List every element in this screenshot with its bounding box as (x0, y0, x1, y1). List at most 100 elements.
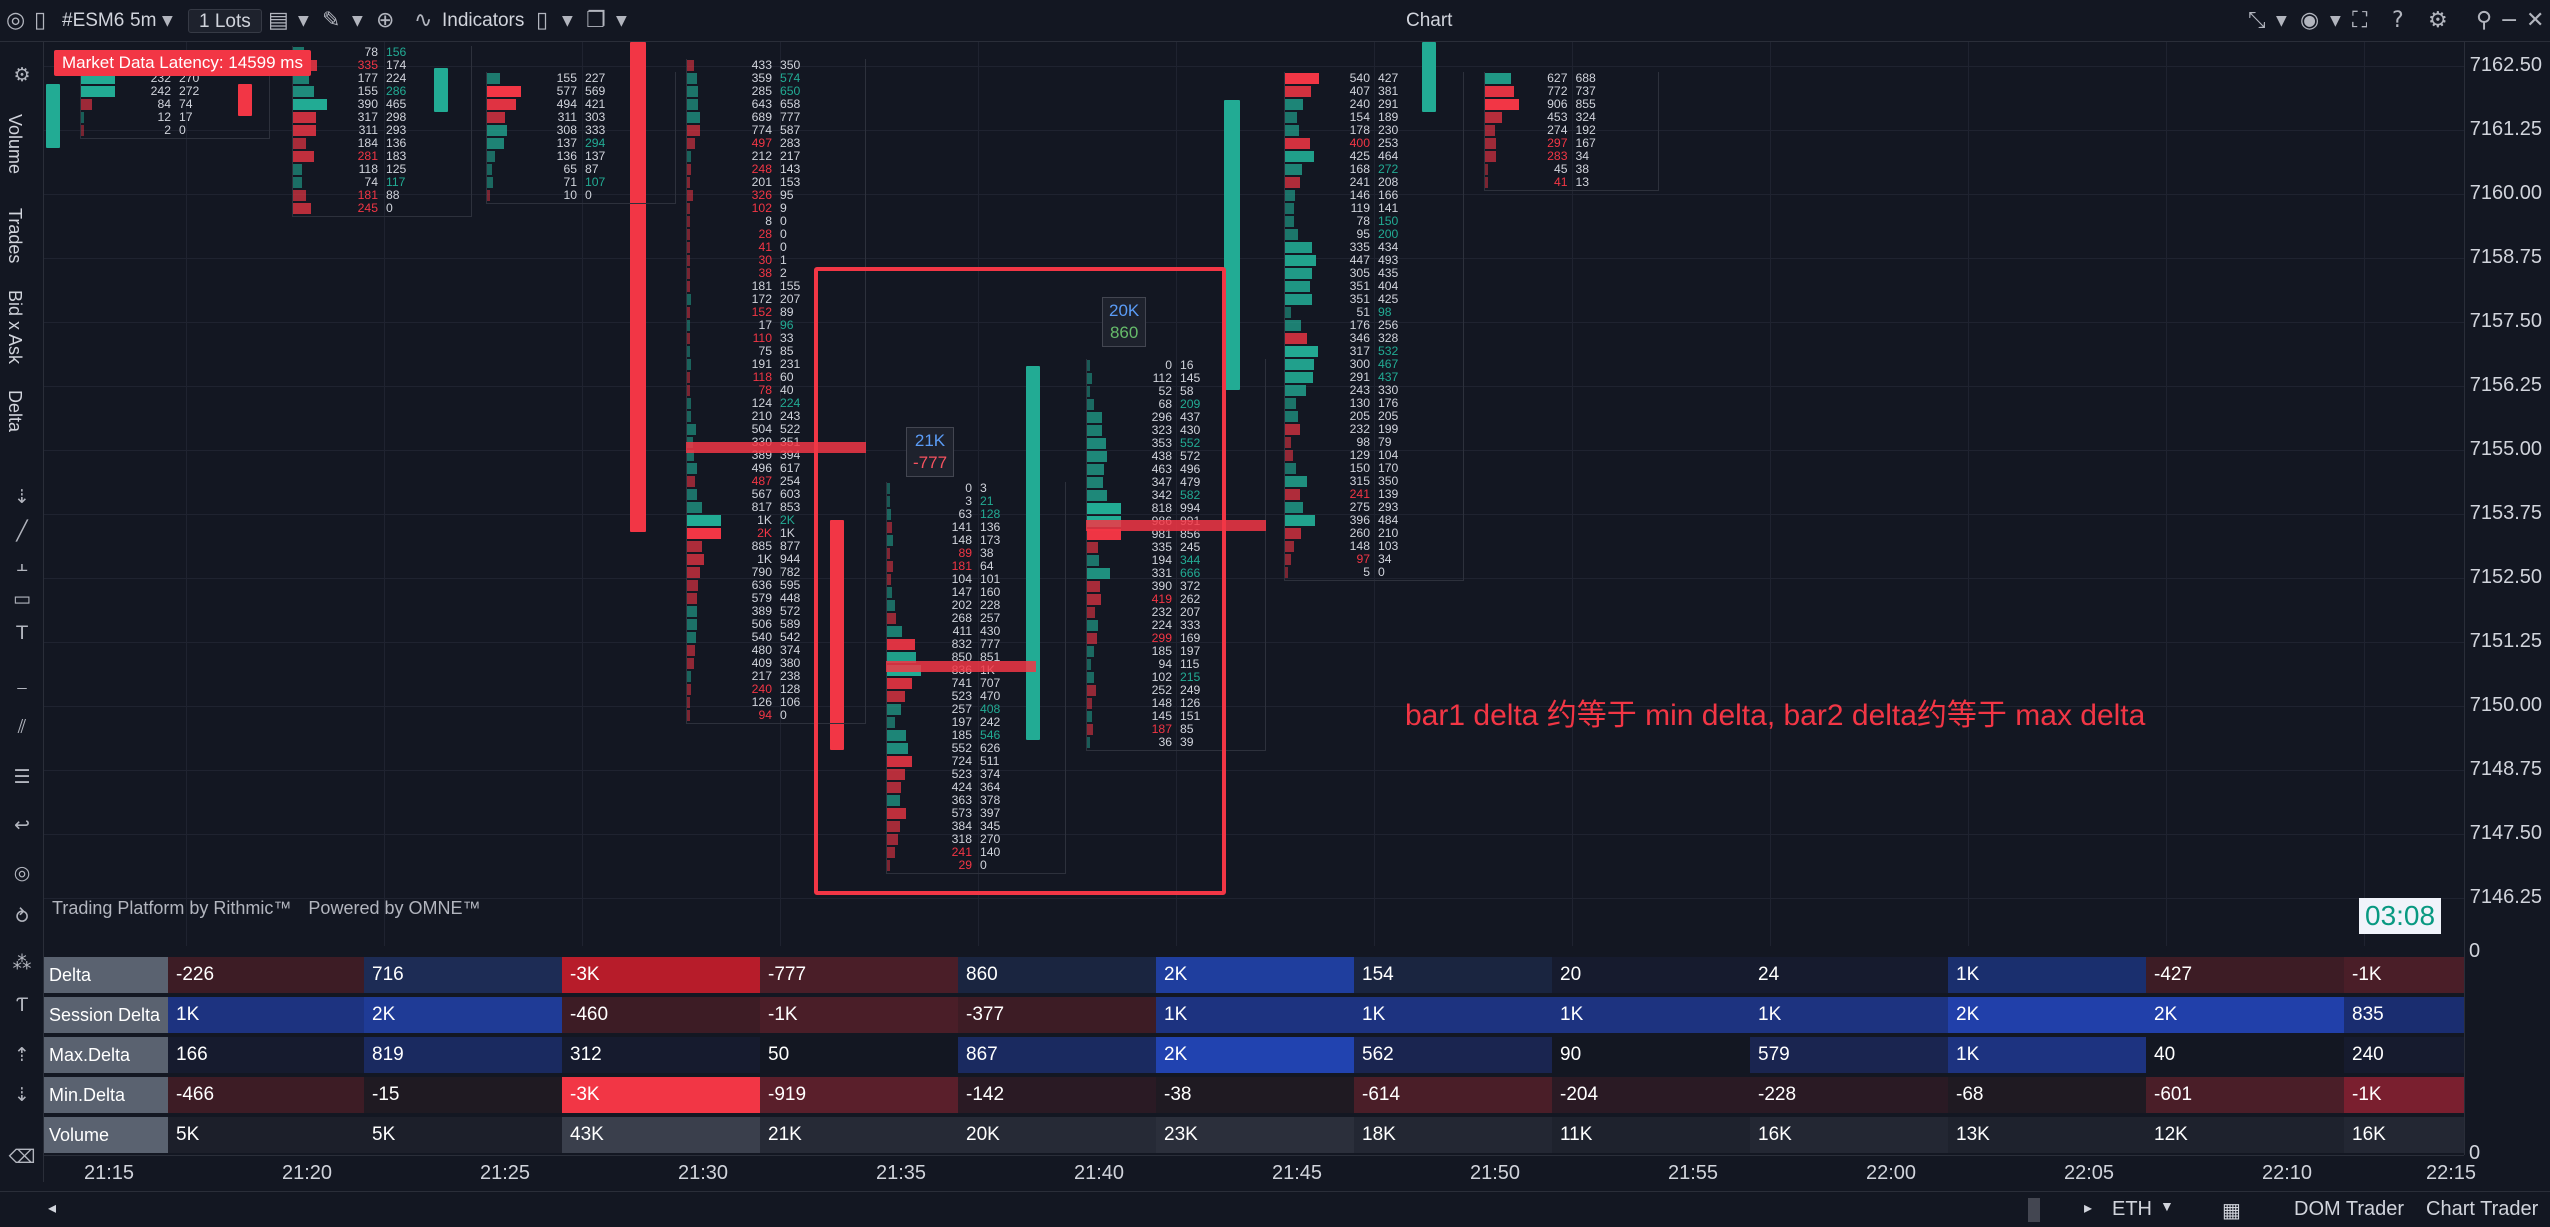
footprint-row: 2K 1K (687, 527, 865, 540)
chevron-down-icon[interactable]: ▼ (2276, 13, 2287, 29)
footprint-bar[interactable]: 433 350 359 574 285 650 643 658 689 777 774 587 497 2… (686, 59, 866, 724)
settings-icon[interactable]: ⚙ (13, 64, 31, 86)
bid-volume: 148 (1349, 539, 1370, 553)
footprint-bar[interactable]: 0 3 3 21 63 128 141 136 148 173 89 38 181 64 104 101 147… (886, 482, 1066, 874)
price-axis[interactable]: 7162.50 7161.25 7160.00 7158.75 7157.50 7156.… (2464, 42, 2550, 1164)
horizontal-line-icon[interactable]: ⎯ (17, 676, 27, 698)
calendar-icon[interactable]: ▦ (2222, 1200, 2241, 1222)
bid-volume: 129 (1349, 448, 1370, 462)
help-icon[interactable]: ? (2392, 8, 2404, 33)
bid-volume: 184 (357, 136, 378, 150)
volume-toggle[interactable]: Volume (5, 114, 25, 175)
footprint-row: 248 143 (687, 163, 865, 176)
ask-volume: 117 (386, 175, 406, 189)
volume-histogram-bar (487, 177, 493, 188)
sort-down-icon[interactable]: ⇣ (14, 1084, 30, 1106)
lots-button[interactable]: 1 Lots (188, 9, 262, 33)
volume-histogram-bar (687, 424, 696, 435)
collapse-icon[interactable]: ⤡ (2248, 8, 2266, 33)
footprint-row: 241 140 (887, 846, 1065, 859)
volume-histogram-bar (487, 112, 505, 123)
fib-icon[interactable]: ⫠ (16, 554, 28, 576)
chevron-down-icon[interactable]: ▼ (616, 13, 627, 29)
footprint-row: 351 404 (1285, 280, 1463, 293)
footprint-row: 480 374 (687, 644, 865, 657)
text-icon[interactable]: T (16, 622, 28, 644)
volume-histogram-bar (887, 548, 890, 559)
group-icon[interactable]: ⁂ (12, 952, 32, 974)
rectangle-icon[interactable]: ▭ (13, 588, 31, 610)
layout-icon[interactable]: ❐ (586, 8, 606, 33)
chevron-down-icon[interactable]: ▼ (162, 13, 173, 29)
eraser-icon[interactable]: ⌫ (8, 1146, 36, 1168)
volume-histogram-bar (687, 411, 691, 422)
timeframe-selector[interactable]: 5m (130, 10, 157, 31)
target-icon[interactable]: ◎ (13, 862, 31, 884)
scroll-right-icon[interactable]: ▸ (2084, 1200, 2093, 1217)
pin-icon[interactable]: ⚲ (2476, 8, 2493, 33)
footprint-bar[interactable]: 78 156 335 174 177 224 155 286 390 465 317 298 311 29… (292, 46, 472, 217)
indicators-button[interactable]: Indicators (442, 10, 525, 31)
bid-ask-toggle[interactable]: Bid x Ask (5, 290, 25, 365)
chevron-down-icon[interactable]: ▼ (562, 13, 573, 29)
text-tool-icon[interactable]: Ƭ (16, 994, 28, 1016)
ask-volume: 34 (1575, 149, 1590, 163)
table-cell: -15 (364, 1077, 562, 1113)
symbol-panel-icon[interactable]: ▯ (34, 8, 47, 33)
scroll-thumb[interactable] (2028, 1198, 2040, 1222)
trades-toggle[interactable]: Trades (5, 208, 25, 264)
volume-histogram-bar (1285, 463, 1296, 474)
footprint-bar[interactable]: 627 688 772 737 906 855 453 324 274 192 297 167 283 3… (1484, 72, 1659, 191)
volume-histogram-bar (1087, 373, 1092, 384)
delta-toggle[interactable]: Delta (5, 390, 25, 433)
cursor-icon[interactable]: ⇣ (14, 486, 30, 508)
ask-volume: 205 (1378, 409, 1399, 423)
ask-volume: 60 (780, 370, 794, 384)
sort-up-icon[interactable]: ⇡ (14, 1044, 30, 1066)
camera-icon[interactable]: ◉ (2300, 8, 2320, 33)
scroll-left-icon[interactable]: ◂ (48, 1200, 57, 1217)
dom-trader-button[interactable]: DOM Trader (2294, 1198, 2405, 1220)
symbol-selector[interactable]: #ESM6 (62, 10, 125, 31)
trend-line-icon[interactable]: ╱ (16, 520, 28, 542)
time-axis[interactable]: 21:15 21:20 21:25 21:30 21:35 21:40 21:45 21:50… (44, 1155, 2476, 1191)
minimize-icon[interactable]: − (2500, 8, 2519, 33)
chart-trader-button[interactable]: Chart Trader (2426, 1198, 2539, 1220)
drawing-pen-icon[interactable]: ✎ (322, 8, 341, 33)
chevron-down-icon[interactable]: ▼ (2330, 13, 2341, 29)
footprint-bar[interactable]: 540 427 407 381 240 291 154 189 178 230 400 253 425 4… (1284, 72, 1464, 581)
pattern-icon[interactable]: ⥁ (15, 906, 29, 928)
chevron-down-icon[interactable]: ▼ (298, 13, 309, 29)
volume-histogram-bar (1285, 255, 1316, 266)
ask-volume: 464 (1378, 149, 1399, 163)
chevron-down-icon[interactable]: ▼ (352, 13, 363, 29)
session-selector[interactable]: ETH (2112, 1198, 2152, 1220)
bid-volume: 181 (357, 188, 378, 202)
volume-histogram-bar (1087, 451, 1107, 462)
footprint-chart[interactable]: 1661892322702422728474121720781563351741… (44, 42, 2464, 946)
footprint-row: 447 493 (1285, 254, 1463, 267)
volume-histogram-bar (1485, 151, 1496, 162)
volume-histogram-bar (687, 606, 697, 617)
bid-volume: 102 (751, 201, 772, 215)
settings-icon[interactable]: ⚙ (2428, 8, 2448, 33)
table-cell: 11K (1552, 1117, 1750, 1153)
bid-volume: 297 (1547, 136, 1568, 150)
chart-type-icon[interactable]: ▤ (268, 8, 289, 33)
brush-icon[interactable]: ↩ (14, 814, 30, 836)
levels-icon[interactable]: ☰ (13, 766, 31, 788)
grid-line-horizontal (44, 130, 2464, 131)
channel-icon[interactable]: ⫽ (17, 716, 27, 738)
close-icon[interactable]: ✕ (2526, 8, 2545, 33)
fullscreen-icon[interactable]: ⛶ (2352, 8, 2368, 33)
table-cell: 18K (1354, 1117, 1552, 1153)
footprint-bar[interactable]: 155 227 577 569 494 421 311 303 308 333 137 294 136 1… (486, 72, 676, 204)
ask-volume: 199 (1378, 422, 1399, 436)
table-row: Volume 5K 5K 43K 21K 20K 23K 18K 11K 16K 13K 12K 16K (44, 1115, 2464, 1155)
footprint-bar[interactable]: 0 16 112 145 52 58 68 209 296 437 323 430 353 552 438 5… (1086, 359, 1266, 751)
ask-volume: 160 (980, 585, 1001, 599)
indicators-icon[interactable]: ∿ (414, 8, 433, 33)
zoom-icon[interactable]: ⊕ (376, 8, 395, 33)
chevron-down-icon[interactable]: ▼ (2160, 1198, 2174, 1214)
template-icon[interactable]: ▯ (536, 8, 549, 33)
